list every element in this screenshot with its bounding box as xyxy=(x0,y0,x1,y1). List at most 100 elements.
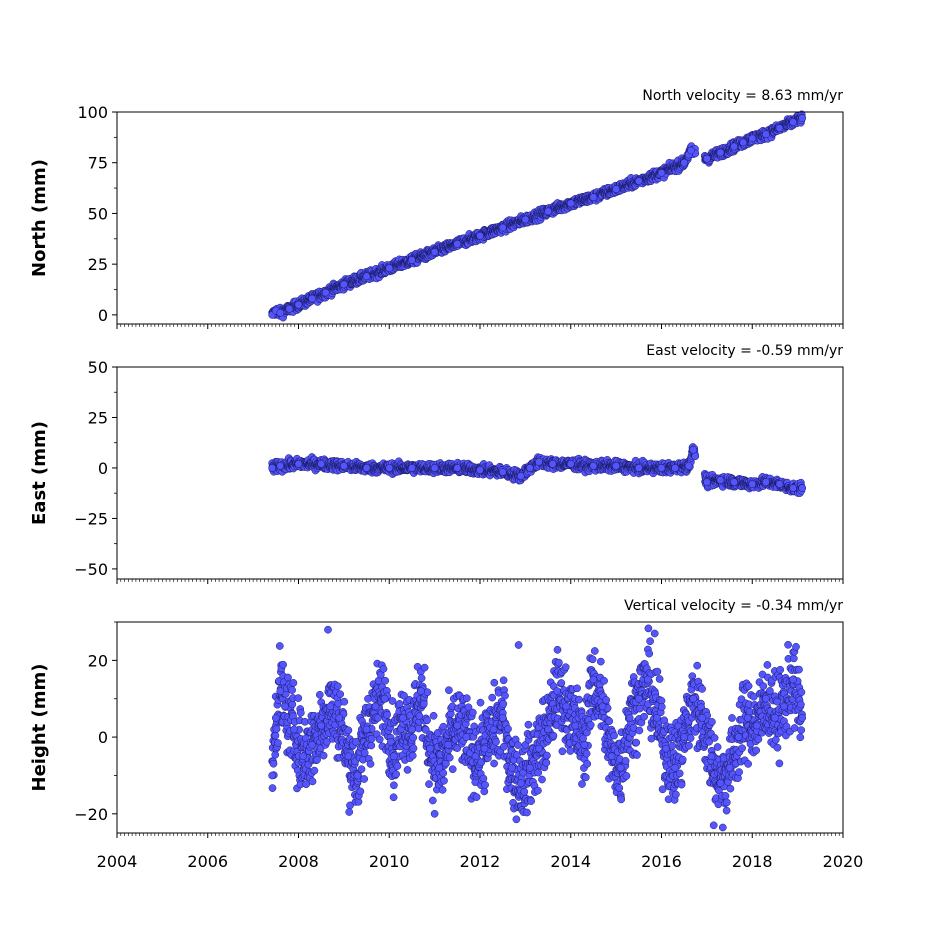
y-tick-label: 25 xyxy=(88,408,108,427)
data-point xyxy=(739,138,748,147)
data-point xyxy=(356,787,365,796)
data-point xyxy=(521,215,530,224)
data-point xyxy=(285,304,294,313)
data-point xyxy=(445,686,453,695)
data-point xyxy=(548,460,557,468)
y-tick-label: 50 xyxy=(88,204,108,223)
y-tick-label: −25 xyxy=(74,509,108,528)
data-point xyxy=(516,472,525,480)
panel-title: North velocity = 8.63 mm/yr xyxy=(642,88,843,104)
data-point xyxy=(272,725,281,733)
panel-title: East velocity = -0.59 mm/yr xyxy=(646,343,843,359)
data-point xyxy=(340,280,348,289)
data-point xyxy=(340,462,348,470)
data-point xyxy=(317,460,326,468)
data-point xyxy=(448,765,457,774)
y-axis-label: East (mm) xyxy=(29,421,50,525)
data-point xyxy=(798,114,807,122)
data-point xyxy=(362,272,371,281)
data-point xyxy=(308,777,317,786)
data-point xyxy=(313,755,321,764)
data-point xyxy=(390,781,398,790)
data-points xyxy=(268,110,807,322)
data-point xyxy=(438,786,447,794)
data-point xyxy=(408,256,416,264)
data-point xyxy=(730,478,738,486)
data-point xyxy=(775,480,784,488)
data-point xyxy=(428,796,437,805)
data-point xyxy=(336,690,345,699)
data-point xyxy=(385,464,394,472)
data-point xyxy=(271,731,280,740)
data-point xyxy=(294,300,303,309)
data-point xyxy=(671,464,679,472)
data-point xyxy=(315,690,324,699)
data-point xyxy=(381,676,390,685)
data-point xyxy=(798,484,807,492)
y-tick-label: 75 xyxy=(88,154,108,173)
y-tick-label: 0 xyxy=(98,459,108,478)
data-point xyxy=(430,464,439,472)
data-point xyxy=(420,663,429,672)
data-point xyxy=(275,642,284,650)
data-point xyxy=(634,177,643,185)
data-point xyxy=(684,462,693,470)
data-point xyxy=(319,751,328,760)
data-point xyxy=(657,464,666,472)
data-point xyxy=(453,240,462,248)
data-point xyxy=(775,124,784,133)
data-point xyxy=(268,784,277,792)
data-point xyxy=(379,665,388,673)
data-point xyxy=(357,765,366,774)
data-point xyxy=(403,766,412,774)
data-point xyxy=(476,231,484,240)
y-axis-label: North (mm) xyxy=(29,159,50,277)
data-point xyxy=(308,294,316,303)
data-point xyxy=(419,699,428,708)
data-point xyxy=(476,466,484,474)
data-point xyxy=(310,766,319,775)
data-point xyxy=(392,770,400,779)
data-point xyxy=(703,478,711,486)
data-point xyxy=(612,185,620,193)
data-point xyxy=(498,468,507,476)
data-point xyxy=(566,460,575,468)
data-point xyxy=(453,464,462,472)
data-point xyxy=(294,460,303,468)
data-point xyxy=(589,462,598,470)
data-point xyxy=(716,476,725,484)
y-tick-label: −50 xyxy=(74,560,108,579)
data-point xyxy=(389,793,398,802)
data-point xyxy=(425,780,433,788)
data-point xyxy=(296,708,305,717)
data-point xyxy=(409,733,418,742)
data-point xyxy=(544,207,552,216)
data-point xyxy=(408,464,416,472)
data-point xyxy=(789,484,797,492)
data-point xyxy=(680,158,689,167)
y-tick-label: 25 xyxy=(88,255,108,274)
data-point xyxy=(498,223,507,232)
data-point xyxy=(687,146,695,155)
data-point xyxy=(269,759,278,768)
data-point xyxy=(612,462,620,470)
data-point xyxy=(366,760,375,768)
data-point xyxy=(340,697,349,706)
data-point xyxy=(393,762,402,770)
data-point xyxy=(423,688,432,697)
data-point xyxy=(789,118,797,126)
data-point xyxy=(445,753,454,762)
data-point xyxy=(289,679,298,687)
data-point xyxy=(271,750,280,759)
data-point xyxy=(360,775,369,783)
data-point xyxy=(321,288,330,297)
data-point xyxy=(284,673,292,682)
data-point xyxy=(367,741,376,750)
data-points xyxy=(268,624,807,832)
data-point xyxy=(279,660,287,669)
data-point xyxy=(762,130,770,139)
